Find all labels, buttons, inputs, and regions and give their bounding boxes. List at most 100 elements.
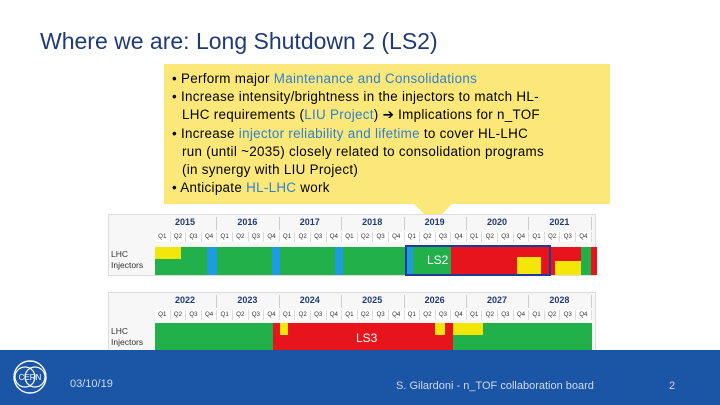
callout-bullet: • Anticipate HL-LHC work <box>172 179 604 197</box>
cern-logo-icon: CERN <box>13 360 47 394</box>
quarter-label: Q1 <box>529 232 545 242</box>
year-label: 2021 <box>529 217 592 230</box>
footer-credit: S. Gilardoni - n_TOF collaboration board <box>396 380 594 392</box>
schedule-2022-2028: 2022 2023 2024 2025 2026 2027 2028 Q1 Q2 Q3 Q4 Q1 Q… <box>108 292 596 358</box>
bullet-text: • Increase <box>172 125 239 141</box>
quarter-label: Q4 <box>513 310 530 320</box>
quarter-label: Q2 <box>357 232 374 242</box>
schedule-segment <box>272 247 280 275</box>
quarter-label: Q2 <box>482 310 499 320</box>
quarter-header: Q1 Q2 Q3 Q4 Q1 Q2 Q3 Q4 Q1 Q2 Q3 Q4 Q1 Q2 Q3 Q4 Q1 Q2 Q3 Q4… <box>155 232 592 242</box>
quarter-label: Q1 <box>217 310 233 320</box>
schedule-segment <box>335 247 343 275</box>
callout-box <box>164 64 610 204</box>
schedule-2015-2021: 2015 2016 2017 2018 2019 2020 2021 Q1 Q2 Q3 Q4 Q1 Q… <box>108 214 597 276</box>
ls2-label: LS2 <box>427 253 449 267</box>
quarter-label: Q4 <box>201 232 218 242</box>
quarter-label: Q2 <box>232 310 249 320</box>
year-label: 2025 <box>342 295 405 308</box>
bullet-text: run (until ~2035) closely related to con… <box>182 143 544 159</box>
quarter-label: Q2 <box>544 232 561 242</box>
schedule-segment <box>405 247 413 275</box>
year-label: 2028 <box>529 295 592 308</box>
year-header: 2022 2023 2024 2025 2026 2027 2028 <box>155 295 592 308</box>
quarter-label: Q3 <box>498 310 514 320</box>
ls2-highlight-box <box>405 245 551 276</box>
quarter-label: Q4 <box>326 232 343 242</box>
page-number: 2 <box>669 380 676 392</box>
schedule-segment <box>207 247 217 275</box>
year-label: 2023 <box>217 295 280 308</box>
year-label: 2015 <box>155 217 218 230</box>
quarter-label: Q3 <box>373 232 389 242</box>
quarter-label: Q2 <box>232 232 249 242</box>
row-labels: LHC Injectors <box>111 326 143 348</box>
year-label: 2016 <box>217 217 280 230</box>
cern-logo-text: CERN <box>19 373 42 382</box>
quarter-label: Q3 <box>248 310 265 320</box>
schedule-segment <box>155 247 181 259</box>
year-header: 2015 2016 2017 2018 2019 2020 2021 <box>155 217 592 230</box>
quarter-label: Q3 <box>186 232 202 242</box>
quarter-label: Q1 <box>217 232 233 242</box>
highlighted-term: Maintenance and Consolidations <box>273 71 478 86</box>
schedule-segment <box>335 323 445 350</box>
quarter-label: Q3 <box>310 310 327 320</box>
slide-title: Where we are: Long Shutdown 2 (LS2) <box>40 28 438 54</box>
quarter-label: Q1 <box>466 232 483 242</box>
ls3-label: LS3 <box>356 331 378 345</box>
row-labels: LHC Injectors <box>111 249 143 271</box>
quarter-label: Q1 <box>279 232 296 242</box>
quarter-label: Q3 <box>435 232 452 242</box>
quarter-label: Q3 <box>560 310 577 320</box>
quarter-label: Q1 <box>404 310 421 320</box>
bullet-text: • Anticipate <box>172 180 247 196</box>
schedule-bar <box>155 247 597 275</box>
quarter-label: Q4 <box>201 310 218 320</box>
quarter-label: Q1 <box>279 310 296 320</box>
quarter-label: Q4 <box>576 310 592 320</box>
bullet-continuation: (in synergy with LIU Project) <box>172 161 604 179</box>
row-label-lhc: LHC <box>111 249 129 259</box>
footer-bar <box>0 350 720 405</box>
schedule-segment <box>453 323 483 335</box>
quarter-label: Q4 <box>576 232 592 242</box>
row-label-injectors: Injectors <box>111 337 144 347</box>
schedule-segment <box>517 257 541 275</box>
footer-date: 03/10/19 <box>70 378 113 390</box>
schedule-segment <box>445 323 453 350</box>
quarter-label: Q1 <box>529 310 545 320</box>
bullet-text: • Increase intensity/brightness in the i… <box>172 89 539 105</box>
year-label: 2019 <box>405 217 467 230</box>
bullet-continuation: run (until ~2035) closely related to con… <box>172 143 604 161</box>
quarter-label: Q1 <box>155 232 171 242</box>
schedule-segment <box>280 323 288 335</box>
highlighted-term: LIU Project <box>304 107 374 123</box>
bullet-text: LHC requirements ( <box>182 107 305 123</box>
quarter-label: Q4 <box>388 232 405 242</box>
quarter-label: Q4 <box>451 310 467 320</box>
bullet-text: to cover HL-LHC <box>419 125 529 141</box>
callout-bullet: • Increase injector reliability and life… <box>172 125 604 180</box>
year-label: 2020 <box>467 217 530 230</box>
bullet-text: (in synergy with LIU Project) <box>182 162 359 178</box>
callout-bullet: • Perform major Maintenance and Consolid… <box>172 70 604 88</box>
quarter-label: Q3 <box>248 232 265 242</box>
quarter-label: Q2 <box>544 310 561 320</box>
quarter-label: Q2 <box>295 310 311 320</box>
quarter-label: Q4 <box>388 310 405 320</box>
quarter-label: Q1 <box>155 310 171 320</box>
quarter-label: Q4 <box>451 232 467 242</box>
highlighted-term: injector reliability and lifetime <box>238 125 420 141</box>
quarter-label: Q1 <box>342 232 358 242</box>
schedule-segment <box>581 247 591 275</box>
bullet-text: ) ➔ Implications for n_TOF <box>373 107 540 123</box>
quarter-label: Q3 <box>373 310 389 320</box>
quarter-label: Q4 <box>326 310 343 320</box>
bullet-text: • Perform major <box>172 71 274 86</box>
quarter-label: Q2 <box>357 310 374 320</box>
quarter-label: Q2 <box>295 232 311 242</box>
bullet-continuation: LHC requirements (LIU Project) ➔ Implica… <box>172 106 604 124</box>
quarter-label: Q1 <box>342 310 358 320</box>
row-label-lhc: LHC <box>111 326 129 336</box>
